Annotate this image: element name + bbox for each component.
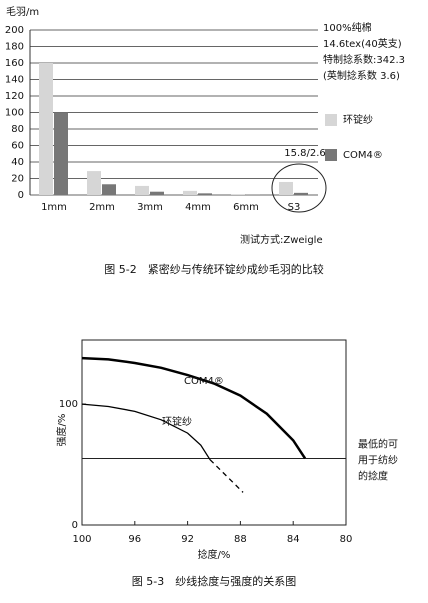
x-tick-label: 84 — [287, 534, 300, 545]
bar — [198, 193, 212, 195]
y-tick-label: 40 — [11, 157, 24, 168]
x-tick-label: 1mm — [41, 202, 67, 213]
bar — [150, 191, 164, 195]
x-tick-label: 88 — [234, 534, 247, 545]
y-axis-label: 强度/% — [55, 414, 68, 447]
x-tick-label: 92 — [181, 534, 194, 545]
highlight-circle — [271, 163, 327, 213]
series-label: COM4® — [184, 376, 224, 387]
y-tick-label: 160 — [5, 58, 24, 69]
x-tick-label: 3mm — [137, 202, 163, 213]
annotation: 特制捻系数:342.3 — [323, 53, 405, 66]
annotation: (英制捻系数 3.6) — [323, 69, 400, 82]
annotation: 14.6tex(40英支) — [323, 37, 402, 50]
line-series — [81, 403, 211, 461]
threshold-label: 最低的可 — [358, 437, 398, 450]
bar — [135, 185, 149, 195]
legend-label: 环锭纱 — [343, 113, 373, 126]
y-tick-label: 0 — [72, 520, 78, 531]
bar — [231, 194, 245, 195]
note: 测试方式:Zweigle — [240, 233, 323, 246]
y-tick-label: 0 — [18, 190, 24, 201]
y-tick-label: 80 — [11, 124, 24, 135]
plot-frame — [81, 339, 347, 526]
x-tick-label: 2mm — [89, 202, 115, 213]
y-tick-label: 60 — [11, 141, 24, 152]
series-label: 环锭纱 — [162, 415, 192, 428]
bar — [102, 184, 116, 195]
x-tick-label: 80 — [340, 534, 353, 545]
x-axis-label: 捻度/% — [198, 548, 231, 561]
threshold-label: 用于纺纱 — [358, 453, 398, 466]
y-tick-label: 120 — [5, 91, 24, 102]
threshold-label: 的捻度 — [358, 469, 388, 482]
y-tick-label: 180 — [5, 42, 24, 53]
bar — [294, 192, 308, 195]
bar — [39, 63, 53, 195]
y-tick-label: 200 — [5, 25, 24, 36]
x-tick-label: 96 — [128, 534, 141, 545]
y-axis-label: 毛羽/m — [6, 6, 39, 18]
x-tick-label: 100 — [72, 534, 91, 545]
line-series — [81, 356, 307, 460]
caption: 图 5-2 紧密纱与传统环锭纱成纱毛羽的比较 — [104, 262, 323, 276]
y-tick-label: 20 — [11, 174, 24, 185]
bar — [279, 181, 293, 195]
bar — [87, 171, 101, 195]
x-tick-label: S3 — [288, 202, 301, 213]
value-note: 15.8/2.6 — [284, 148, 326, 159]
y-tick-label: 100 — [59, 399, 78, 410]
line-series — [209, 459, 244, 493]
bar — [183, 190, 197, 195]
y-tick-label: 100 — [5, 108, 24, 119]
annotation: 100%纯棉 — [323, 21, 372, 34]
caption: 图 5-3 纱线捻度与强度的关系图 — [132, 574, 296, 588]
x-tick-label: 4mm — [185, 202, 211, 213]
y-tick-label: 140 — [5, 75, 24, 86]
x-tick-label: 6mm — [233, 202, 259, 213]
bar — [54, 112, 68, 195]
legend-label: COM4® — [343, 150, 383, 161]
legend-swatch — [325, 114, 337, 126]
legend-swatch — [325, 149, 337, 161]
